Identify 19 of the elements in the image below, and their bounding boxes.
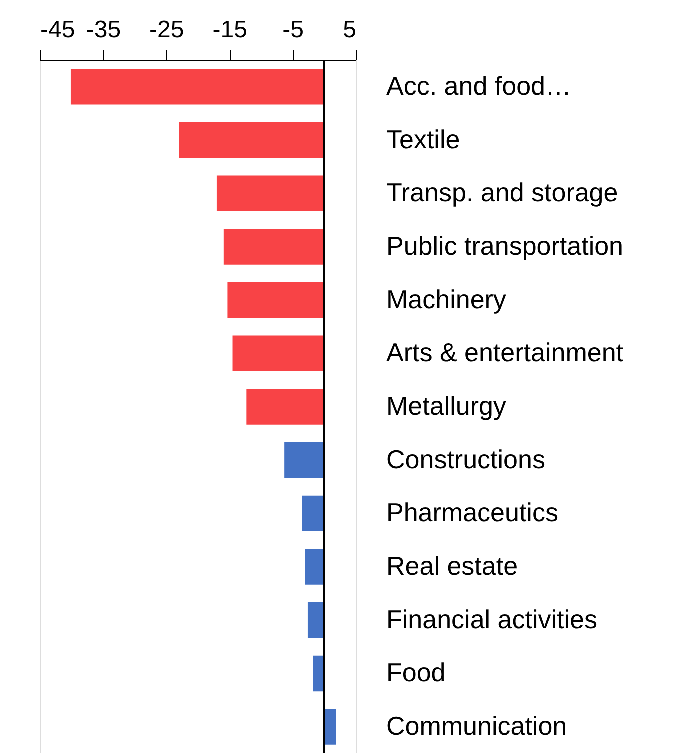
y-tick-label: Communication (386, 711, 568, 742)
y-tick-label: Financial activities (386, 604, 598, 634)
y-tick-label: Pharmaceutics (386, 498, 558, 528)
y-tick-label: Machinery (386, 284, 506, 314)
x-tick-label: -15 (212, 16, 248, 44)
y-tick-label: Metallurgy (386, 391, 506, 421)
y-tick-label: Arts & entertainment (386, 338, 624, 368)
y-tick-label: Acc. and food… (386, 70, 572, 101)
x-tick-label: -35 (86, 16, 122, 44)
y-tick-label: Real estate (386, 551, 518, 582)
x-tick-label: 5 (343, 16, 356, 44)
y-tick-label: Constructions (386, 444, 546, 474)
x-tick-label: -45 (40, 16, 76, 44)
x-tick-label: -5 (282, 16, 304, 44)
y-tick-label: Transp. and storage (386, 178, 618, 208)
y-tick-label: Textile (386, 124, 460, 154)
y-tick-label: Food (386, 658, 446, 688)
y-tick-label: Public transportation (386, 230, 624, 261)
x-tick-label: -25 (150, 16, 184, 44)
